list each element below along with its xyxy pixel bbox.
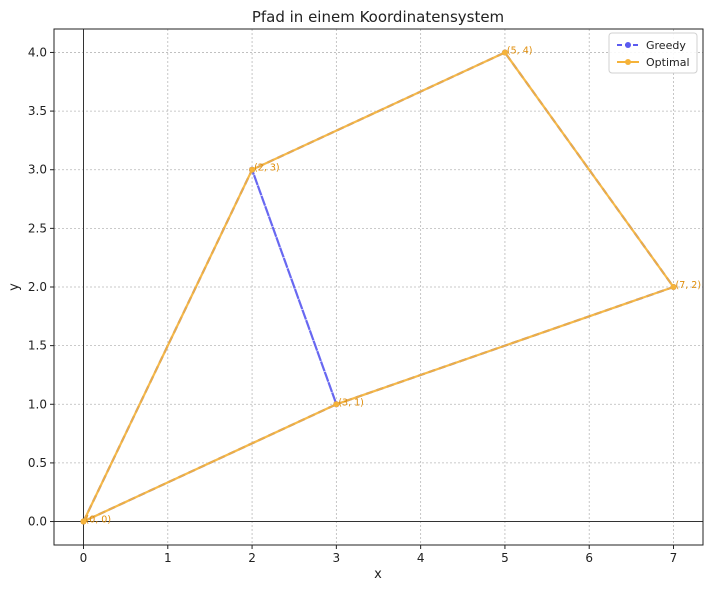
legend-marker-greedy: [625, 42, 631, 48]
x-axis-label: x: [374, 567, 382, 582]
data-point-optimal: [249, 166, 256, 173]
y-tick-label: 2.0: [28, 280, 47, 294]
y-tick-label: 2.5: [28, 221, 47, 235]
data-point-optimal: [333, 401, 340, 408]
series-line-optimal: [82, 51, 675, 523]
data-point-optimal: [80, 518, 87, 525]
x-tick-label: 5: [501, 551, 509, 565]
point-labels: (0, 0) (2, 3) (5, 4) (7, 2) (3, 1): [86, 45, 702, 525]
axes: 0 1 2 3 4 5 6 7 0.0 0.5 1.0 1.5 2.0 2.5 3.0 3.5 4.0: [28, 28, 704, 565]
y-tick-label: 1.0: [28, 397, 47, 411]
grid: [54, 29, 703, 545]
y-tick-label: 4.0: [28, 45, 47, 59]
x-tick-label: 6: [585, 551, 593, 565]
x-tick-label: 1: [164, 551, 172, 565]
data-point-optimal: [501, 49, 508, 56]
x-tick-label: 2: [248, 551, 256, 565]
data-point-optimal: [670, 284, 677, 290]
y-tick-label: 1.5: [28, 339, 47, 353]
legend-marker-optimal: [625, 59, 631, 65]
x-tick-label: 4: [417, 551, 425, 565]
point-label: (2, 3): [254, 163, 280, 174]
series-layer: [80, 49, 677, 525]
chart-title: Pfad in einem Koordinatensystem: [252, 8, 504, 26]
plot-frame: [53, 28, 704, 546]
legend-label-greedy: Greedy: [646, 39, 686, 52]
x-tick-label: 3: [333, 551, 341, 565]
x-tick-label: 0: [80, 551, 88, 565]
point-label: (7, 2): [676, 280, 702, 291]
y-tick-label: 0.0: [28, 515, 47, 529]
point-label: (3, 1): [338, 397, 364, 408]
legend: Greedy Optimal: [608, 32, 698, 74]
point-label: (0, 0): [86, 515, 112, 526]
y-tick-label: 3.0: [28, 163, 47, 177]
x-tick-label: 7: [670, 551, 678, 565]
legend-label-optimal: Optimal: [646, 56, 690, 69]
y-tick-label: 0.5: [28, 456, 47, 470]
point-label: (5, 4): [507, 45, 533, 56]
y-tick-label: 3.5: [28, 104, 47, 118]
y-axis-label: y: [7, 283, 22, 291]
